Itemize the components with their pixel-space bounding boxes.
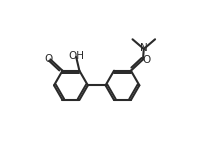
Text: O: O — [44, 54, 52, 64]
Text: N: N — [140, 43, 148, 53]
Text: O: O — [142, 55, 151, 65]
Text: OH: OH — [68, 51, 84, 61]
